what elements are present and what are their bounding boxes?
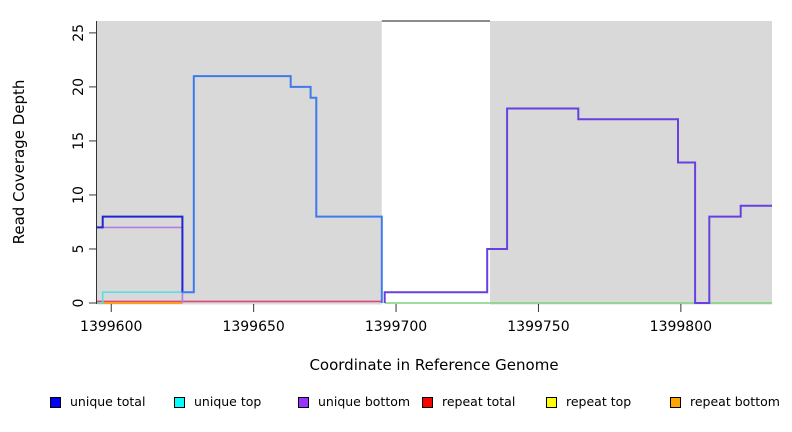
chart-canvas: 0 5 10 15 20 25 1399600 1399650 1399700 1399750 13…: [10, 20, 772, 374]
legend-swatch-icon: [670, 396, 681, 408]
y-tick-label: 20: [71, 78, 87, 96]
x-tick-label: 1399800: [650, 319, 712, 335]
left-flank-shading: [97, 21, 382, 305]
legend-swatch-icon: [298, 396, 309, 408]
x-tick-label: 1399600: [80, 319, 142, 335]
series-line-unique-total-line-left: [97, 215, 184, 293]
legend-swatch-icon: [174, 396, 185, 408]
legend-swatch-icon: [422, 396, 433, 408]
y-axis-title: Read Coverage Depth: [10, 80, 28, 245]
y-tick-label: 10: [71, 186, 87, 204]
legend-label: repeat total: [442, 394, 516, 409]
chart-legend: unique total unique top unique bottom repea…: [0, 395, 792, 419]
y-tick-label: 0: [71, 299, 87, 308]
y-tick-label: 5: [71, 245, 87, 254]
legend-swatch-icon: [546, 396, 557, 408]
x-tick-label: 1399700: [365, 319, 427, 335]
legend-label: repeat top: [566, 394, 632, 409]
x-tick-label: 1399750: [507, 319, 569, 335]
x-axis-title: Coordinate in Reference Genome: [309, 356, 558, 374]
legend-item-repeat-top: repeat top: [546, 395, 631, 409]
legend-item-unique-total: unique total: [50, 395, 145, 409]
legend-item-unique-top: unique top: [174, 395, 261, 409]
axes: 0 5 10 15 20 25 1399600 1399650 1399700 1399750 13…: [71, 21, 712, 335]
legend-item-repeat-total: repeat total: [422, 395, 515, 409]
y-tick-label: 25: [71, 24, 87, 42]
legend-label: unique bottom: [318, 394, 411, 409]
legend-label: repeat bottom: [690, 394, 780, 409]
legend-label: unique top: [194, 394, 262, 409]
series-lines: [97, 75, 772, 304]
center-gap: [381, 21, 491, 305]
legend-label: unique total: [70, 394, 146, 409]
right-flank-shading: [490, 21, 772, 305]
x-tick-label: 1399650: [222, 319, 284, 335]
series-line-unique-total-line-right: [383, 107, 772, 304]
series-line-unique-total-line-mid: [182, 75, 383, 303]
y-tick-label: 15: [71, 132, 87, 150]
background-regions: [97, 20, 772, 305]
legend-swatch-icon: [50, 396, 61, 408]
legend-item-unique-bottom: unique bottom: [298, 395, 410, 409]
legend-item-repeat-bottom: repeat bottom: [670, 395, 780, 409]
